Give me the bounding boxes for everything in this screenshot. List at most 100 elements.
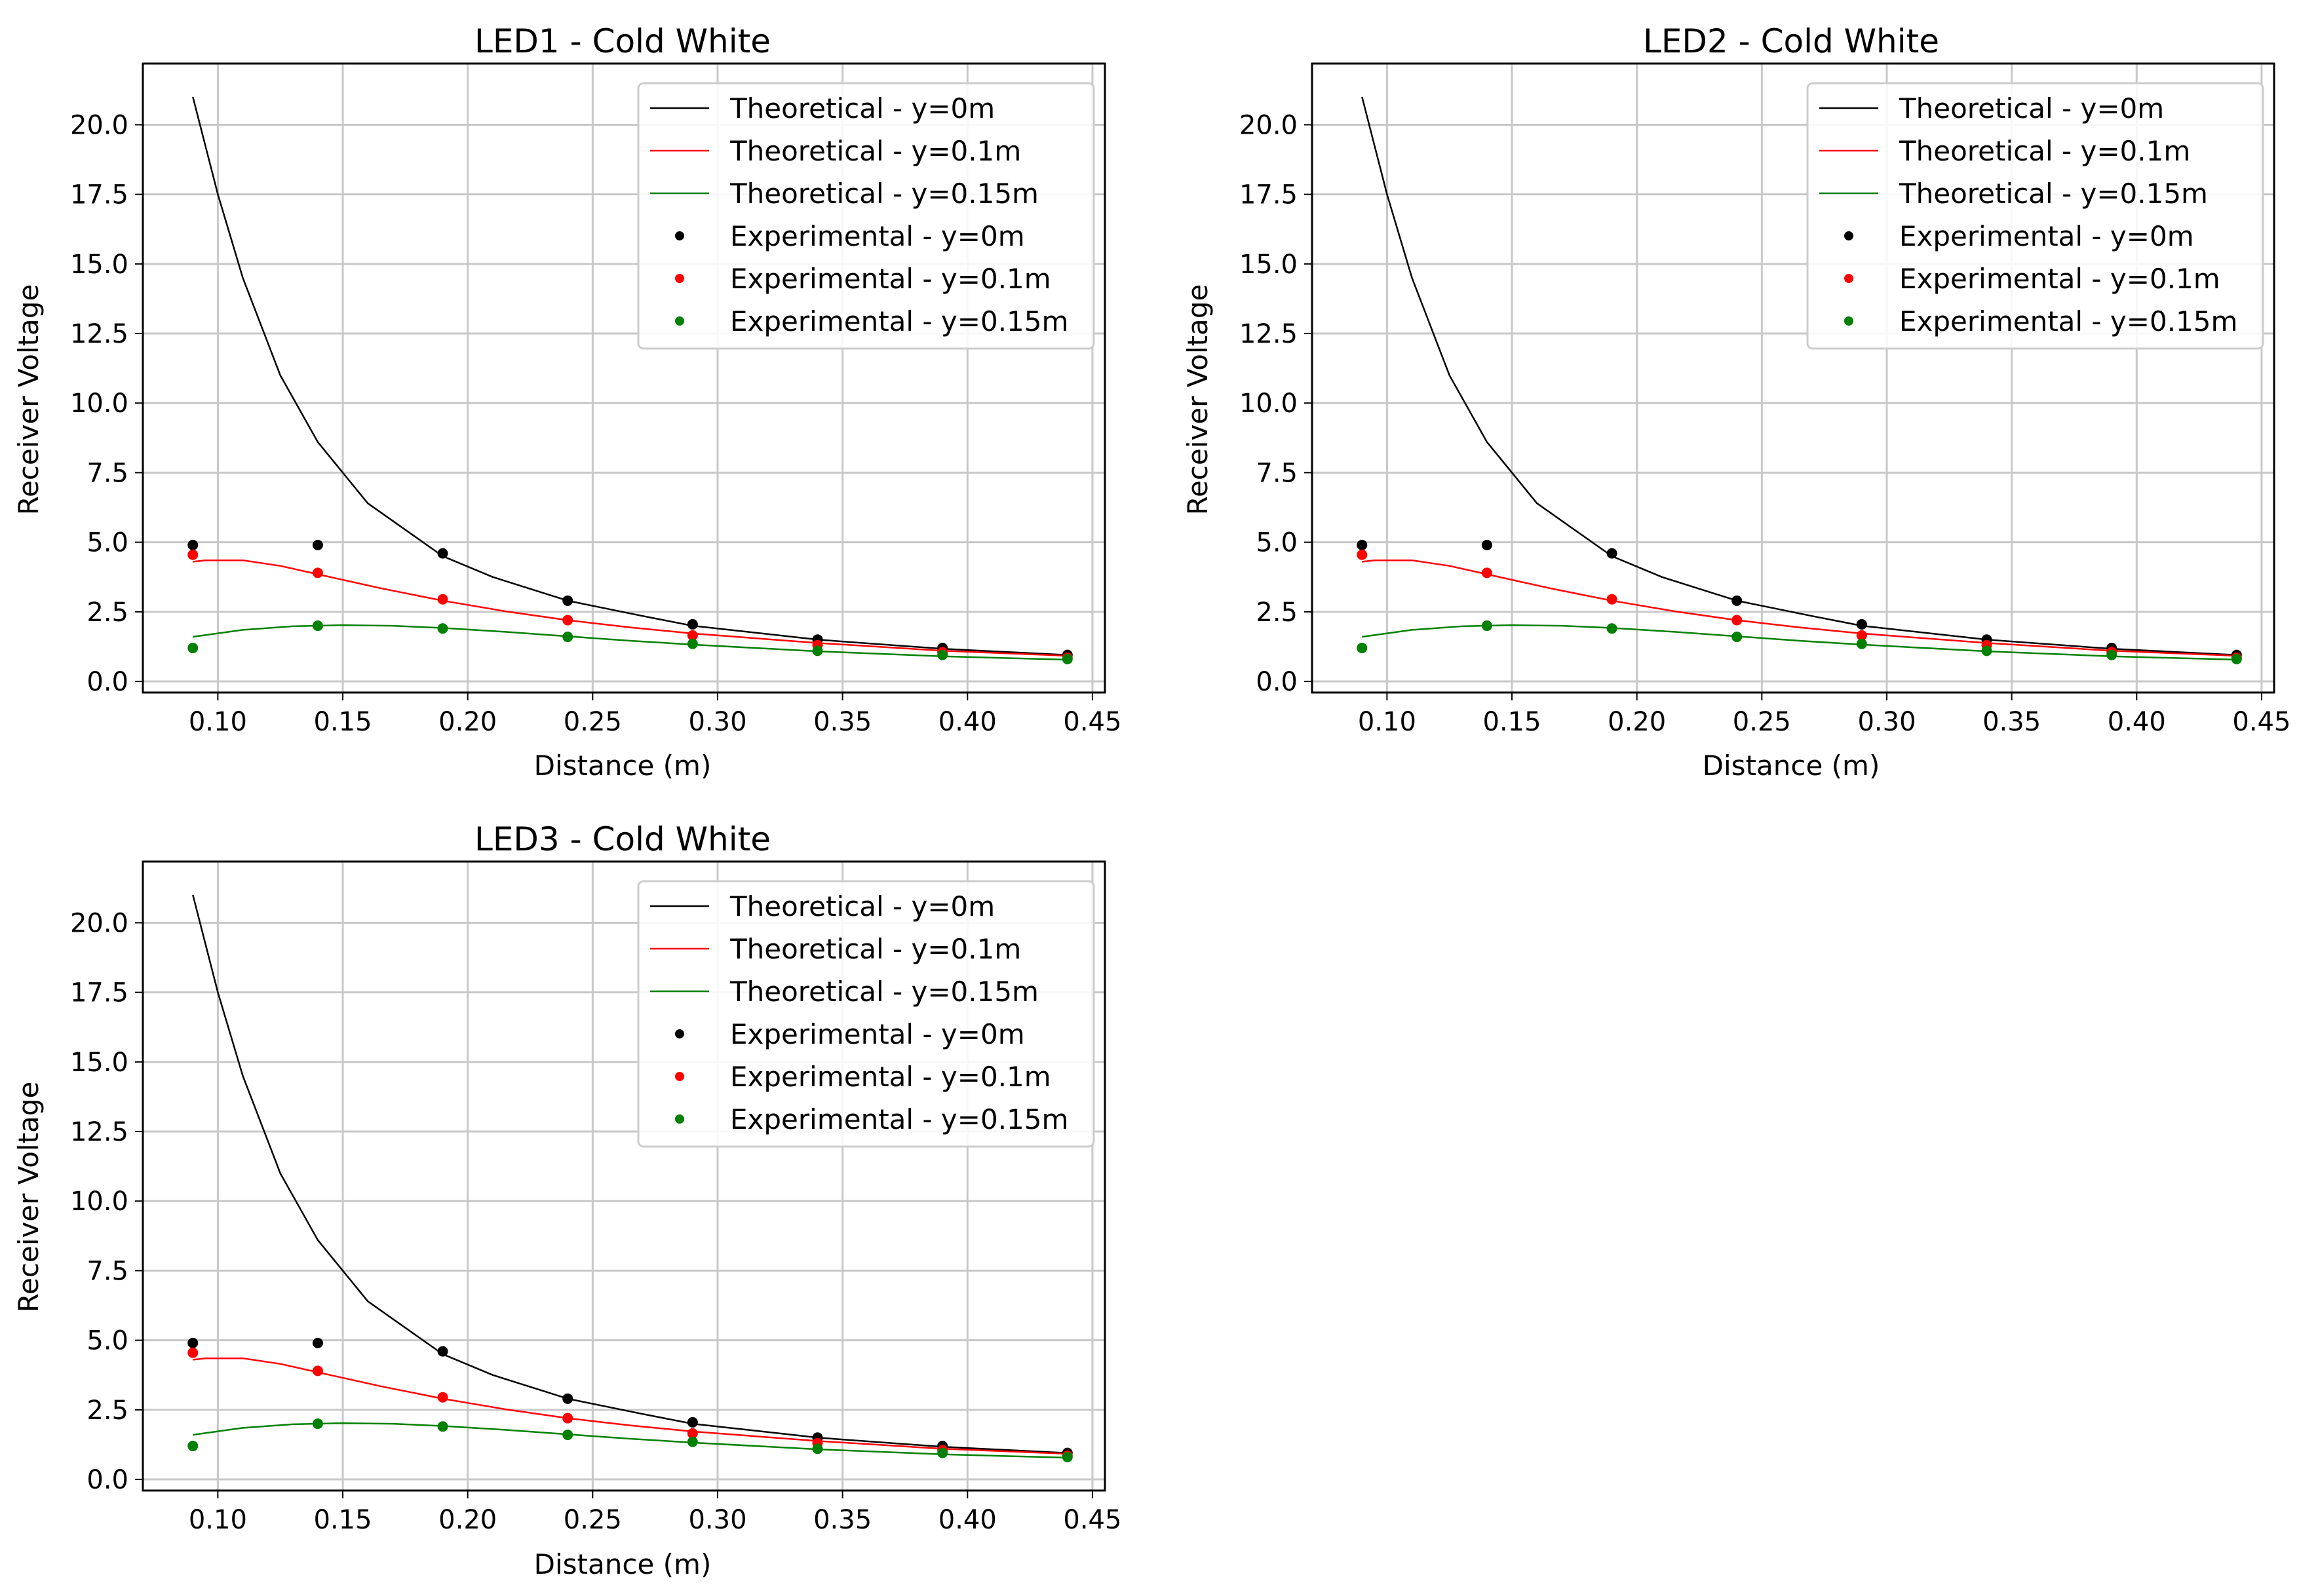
- x-tick-label: 0.40: [938, 707, 997, 737]
- legend-marker-swatch: [675, 1072, 684, 1081]
- y-tick-label: 10.0: [70, 1187, 128, 1217]
- series-line-0: [192, 96, 1068, 656]
- y-tick-label: 2.5: [87, 1396, 128, 1426]
- data-point: [187, 539, 199, 550]
- chart-title: LED2 - Cold White: [1643, 22, 1939, 60]
- y-tick-label: 17.5: [70, 180, 128, 210]
- legend-marker-swatch: [675, 274, 684, 283]
- x-tick-label: 0.15: [1483, 707, 1541, 737]
- y-tick-label: 15.0: [70, 1048, 128, 1078]
- data-point: [1606, 623, 1617, 634]
- y-tick-label: 12.5: [70, 319, 128, 349]
- data-point: [1856, 638, 1867, 649]
- data-point: [1357, 539, 1368, 550]
- data-point: [1481, 620, 1492, 632]
- axes-frame: [1311, 62, 2275, 694]
- subplot-led2: LED2 - Cold White Distance (m) Receiver …: [1182, 22, 2290, 782]
- data-point: [562, 1413, 573, 1424]
- axes-frame: [142, 62, 1106, 694]
- legend-label: Theoretical - y=0m: [1899, 92, 2164, 124]
- x-tick-label: 0.20: [438, 1505, 497, 1535]
- data-point: [1357, 643, 1368, 654]
- legend-marker-swatch: [675, 1114, 684, 1124]
- data-point: [1606, 594, 1617, 605]
- series-line-1: [1362, 559, 2237, 657]
- y-tick-label: 2.5: [87, 598, 128, 628]
- x-tick-label: 0.45: [1063, 707, 1121, 737]
- x-tick-label: 0.35: [813, 707, 872, 737]
- y-axis-label: Receiver Voltage: [12, 284, 45, 516]
- data-point: [1481, 567, 1492, 579]
- data-point: [687, 1428, 698, 1439]
- y-tick-label: 7.5: [87, 1256, 128, 1286]
- y-axis-label: Receiver Voltage: [12, 1082, 45, 1313]
- data-point: [312, 1365, 323, 1377]
- x-tick-label: 0.15: [314, 707, 372, 737]
- legend-box: [1806, 82, 2264, 350]
- x-tick-label: 0.45: [2232, 707, 2290, 737]
- data-point: [562, 1430, 573, 1441]
- legend-box: [637, 880, 1095, 1148]
- data-point: [1981, 645, 1992, 656]
- data-point: [1731, 632, 1743, 643]
- y-tick-label: 5.0: [87, 528, 128, 558]
- series-line-0: [192, 894, 1068, 1454]
- legend-marker-swatch: [1844, 316, 1853, 326]
- y-tick-label: 20.0: [70, 110, 128, 140]
- data-point: [187, 1441, 199, 1452]
- data-point: [1606, 548, 1617, 559]
- chart-title: LED3 - Cold White: [474, 820, 771, 858]
- data-point: [437, 1392, 448, 1403]
- data-point: [2231, 654, 2242, 665]
- x-tick-label: 0.25: [564, 707, 622, 737]
- y-axis-label: Receiver Voltage: [1182, 284, 1214, 516]
- subplot-led3: LED3 - Cold White Distance (m) Receiver …: [12, 820, 1121, 1580]
- data-point: [437, 1346, 448, 1357]
- x-tick-label: 0.35: [1982, 707, 2041, 737]
- y-tick-label: 12.5: [70, 1117, 128, 1147]
- y-tick-label: 10.0: [1239, 389, 1298, 419]
- legend-label: Theoretical - y=0m: [729, 92, 995, 124]
- data-point: [1062, 1452, 1073, 1463]
- chart-title: LED1 - Cold White: [474, 22, 771, 60]
- x-tick-label: 0.40: [2108, 707, 2166, 737]
- y-tick-label: 0.0: [87, 1465, 128, 1495]
- legend-label: Theoretical - y=0.1m: [729, 135, 1021, 167]
- legend-label: Theoretical - y=0.1m: [729, 933, 1021, 965]
- data-point: [812, 1443, 823, 1454]
- legend-label: Experimental - y=0.15m: [1899, 305, 2237, 337]
- y-tick-label: 7.5: [1256, 458, 1298, 488]
- data-point: [937, 1447, 948, 1458]
- data-point: [1481, 539, 1492, 550]
- data-point: [687, 630, 698, 641]
- data-point: [437, 623, 448, 634]
- legend-label: Theoretical - y=0m: [729, 890, 995, 922]
- data-point: [437, 1421, 448, 1432]
- data-point: [312, 539, 323, 550]
- y-tick-label: 17.5: [70, 978, 128, 1008]
- data-point: [812, 645, 823, 656]
- y-tick-label: 7.5: [87, 458, 128, 488]
- x-tick-label: 0.45: [1063, 1505, 1121, 1535]
- legend-label: Theoretical - y=0.15m: [729, 178, 1039, 210]
- legend-label: Theoretical - y=0.15m: [729, 976, 1039, 1008]
- y-tick-label: 17.5: [1239, 180, 1298, 210]
- data-point: [562, 615, 573, 626]
- data-point: [187, 1347, 199, 1358]
- y-tick-label: 0.0: [87, 667, 128, 697]
- data-point: [1731, 615, 1743, 626]
- x-tick-label: 0.30: [1857, 707, 1916, 737]
- legend-marker-swatch: [675, 316, 684, 326]
- axes-frame: [142, 860, 1106, 1492]
- data-point: [312, 567, 323, 579]
- data-point: [1731, 595, 1743, 606]
- legend-marker-swatch: [1844, 231, 1853, 240]
- data-point: [2106, 649, 2117, 660]
- y-tick-label: 15.0: [70, 250, 128, 280]
- x-axis-label: Distance (m): [1703, 750, 1880, 782]
- legend-marker-swatch: [675, 231, 684, 240]
- data-point: [937, 649, 948, 660]
- data-point: [687, 1416, 698, 1428]
- legend-label: Experimental - y=0.1m: [730, 263, 1051, 295]
